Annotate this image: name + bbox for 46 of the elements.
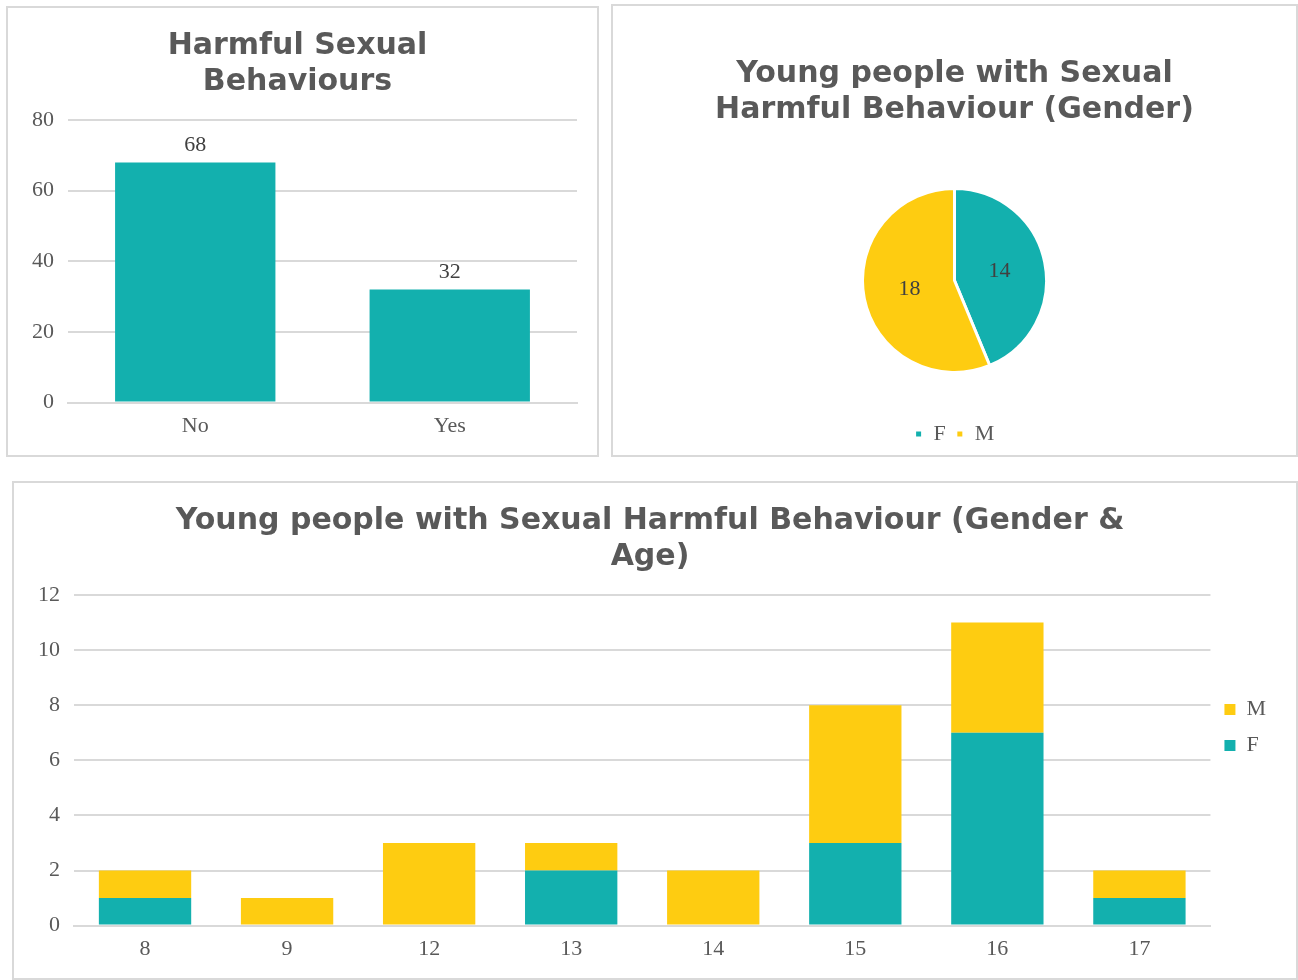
y-tick-label: 80: [32, 105, 54, 131]
bar: [951, 732, 1044, 925]
bar: [525, 842, 618, 871]
bar: [809, 705, 902, 843]
y-tick-label: 8: [49, 690, 60, 716]
chart-title: Young people with Sexual Harmful Behaviour (Gender): [715, 53, 1194, 125]
x-tick-label: 9: [281, 934, 293, 960]
y-tick-label: 0: [49, 911, 60, 937]
legend-label: M: [1246, 695, 1266, 721]
chart-title: Harmful Sexual Behaviours: [167, 25, 428, 97]
legend-label: F: [1246, 731, 1259, 757]
y-tick-label: 10: [38, 635, 60, 661]
bar: [809, 842, 902, 925]
x-tick-label: 12: [418, 934, 441, 960]
x-tick-label: 13: [560, 934, 583, 960]
data-label: 68: [184, 131, 207, 157]
bar: [240, 898, 334, 925]
x-tick-label: Yes: [433, 411, 466, 437]
chart-title: Young people with Sexual Harmful Behaviour (Gender & Age): [174, 500, 1125, 572]
y-tick-label: 0: [43, 388, 54, 414]
bar: [98, 870, 192, 899]
y-tick-label: 2: [49, 856, 60, 882]
bar: [1093, 870, 1186, 899]
x-tick-label: 17: [1128, 934, 1151, 960]
bar: [382, 842, 476, 925]
bar: [98, 898, 192, 925]
x-tick-label: 8: [139, 934, 151, 960]
x-tick-label: 14: [702, 934, 725, 960]
y-tick-label: 20: [32, 317, 54, 343]
data-label: 32: [438, 258, 461, 284]
x-tick-label: 16: [986, 934, 1009, 960]
bar: [951, 622, 1044, 733]
bar: [667, 870, 760, 925]
y-tick-label: 40: [32, 247, 54, 273]
y-tick-label: 4: [49, 801, 60, 827]
legend-label: F: [933, 419, 946, 445]
y-tick-label: 60: [32, 176, 54, 202]
x-tick-label: 15: [844, 934, 867, 960]
bar: [525, 870, 618, 925]
x-tick-label: No: [181, 411, 209, 437]
data-label: 14: [988, 257, 1011, 283]
bar: [1093, 898, 1186, 925]
y-tick-label: 6: [49, 746, 60, 772]
data-label: 18: [898, 275, 921, 301]
y-tick-label: 12: [38, 580, 60, 606]
legend-label: M: [974, 419, 995, 445]
